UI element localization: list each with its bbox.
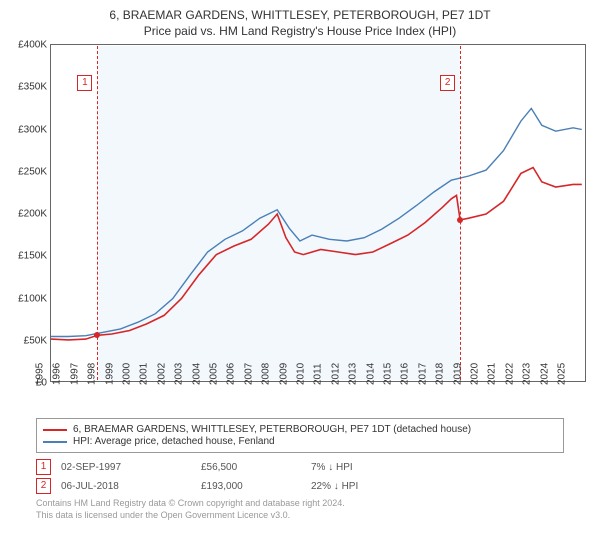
y-axis-tick-label: £150K: [3, 251, 47, 262]
x-axis-tick-label: 2001: [139, 363, 150, 385]
sale-row-marker: 1: [36, 459, 51, 475]
x-axis-tick-label: 2015: [383, 363, 394, 385]
x-axis-tick-label: 2009: [278, 363, 289, 385]
x-axis-tick-label: 2018: [435, 363, 446, 385]
x-axis-tick-label: 1995: [35, 363, 46, 385]
x-axis-tick-label: 2002: [156, 363, 167, 385]
chart-container: 6, BRAEMAR GARDENS, WHITTLESEY, PETERBOR…: [0, 0, 600, 560]
y-axis-tick-label: £300K: [3, 124, 47, 135]
x-axis-tick-label: 2016: [400, 363, 411, 385]
series-line-property: [51, 168, 582, 340]
x-axis-tick-label: 2005: [209, 363, 220, 385]
sale-row-price: £193,000: [201, 481, 301, 492]
sale-row: 2 06-JUL-2018 £193,000 22% ↓ HPI: [36, 478, 564, 494]
x-axis-tick-label: 2003: [174, 363, 185, 385]
sale-dot: [94, 332, 100, 338]
sale-row-price: £56,500: [201, 462, 301, 473]
sale-row-date: 06-JUL-2018: [61, 481, 191, 492]
x-axis-tick-label: 2020: [470, 363, 481, 385]
footer-attribution: Contains HM Land Registry data © Crown c…: [36, 498, 564, 521]
x-axis-tick-label: 2013: [348, 363, 359, 385]
x-axis-tick-label: 2014: [365, 363, 376, 385]
y-axis-tick-label: £250K: [3, 166, 47, 177]
x-axis-tick-label: 2019: [452, 363, 463, 385]
legend-row: HPI: Average price, detached house, Fenl…: [43, 436, 557, 447]
x-axis-tick-label: 2024: [539, 363, 550, 385]
plot-area: 12£0£50K£100K£150K£200K£250K£300K£350K£4…: [50, 44, 586, 382]
chart-area: 12£0£50K£100K£150K£200K£250K£300K£350K£4…: [50, 44, 586, 414]
sale-row-delta: 22% ↓ HPI: [311, 481, 358, 492]
sale-marker-label: 2: [440, 75, 455, 91]
y-axis-tick-label: £100K: [3, 293, 47, 304]
y-axis-tick-label: £400K: [3, 40, 47, 51]
sale-dot: [457, 217, 463, 223]
x-axis-tick-label: 2006: [226, 363, 237, 385]
chart-title-main: 6, BRAEMAR GARDENS, WHITTLESEY, PETERBOR…: [0, 0, 600, 22]
sale-marker-line: [97, 46, 98, 380]
legend-swatch: [43, 429, 67, 431]
x-axis-tick-label: 2004: [191, 363, 202, 385]
y-axis-tick-label: £200K: [3, 209, 47, 220]
line-svg: [51, 45, 587, 383]
legend-box: 6, BRAEMAR GARDENS, WHITTLESEY, PETERBOR…: [36, 418, 564, 453]
x-axis-tick-label: 2025: [557, 363, 568, 385]
x-axis-tick-label: 1998: [87, 363, 98, 385]
footer-line-1: Contains HM Land Registry data © Crown c…: [36, 498, 564, 510]
x-axis-tick-label: 2023: [522, 363, 533, 385]
x-axis-tick-label: 1997: [69, 363, 80, 385]
x-axis-tick-label: 2011: [313, 363, 324, 385]
footer-line-2: This data is licensed under the Open Gov…: [36, 510, 564, 522]
x-axis-tick-label: 2022: [504, 363, 515, 385]
sale-marker-line: [460, 46, 461, 380]
x-axis-tick-label: 2010: [296, 363, 307, 385]
x-axis-tick-label: 2000: [122, 363, 133, 385]
sale-row: 1 02-SEP-1997 £56,500 7% ↓ HPI: [36, 459, 564, 475]
x-axis-tick-label: 2021: [487, 363, 498, 385]
x-axis-tick-label: 2008: [261, 363, 272, 385]
sales-table: 1 02-SEP-1997 £56,500 7% ↓ HPI 2 06-JUL-2018 £…: [36, 459, 564, 494]
x-axis-tick-label: 1996: [52, 363, 63, 385]
x-axis-tick-label: 2012: [330, 363, 341, 385]
sale-marker-label: 1: [77, 75, 92, 91]
series-line-hpi: [51, 108, 582, 336]
legend-row: 6, BRAEMAR GARDENS, WHITTLESEY, PETERBOR…: [43, 424, 557, 435]
sale-row-marker: 2: [36, 478, 51, 494]
sale-row-date: 02-SEP-1997: [61, 462, 191, 473]
legend-label: 6, BRAEMAR GARDENS, WHITTLESEY, PETERBOR…: [73, 424, 471, 435]
legend-label: HPI: Average price, detached house, Fenl…: [73, 436, 275, 447]
y-axis-tick-label: £50K: [3, 335, 47, 346]
sale-row-delta: 7% ↓ HPI: [311, 462, 353, 473]
y-axis-tick-label: £350K: [3, 82, 47, 93]
x-axis-tick-label: 2017: [417, 363, 428, 385]
x-axis-tick-label: 1999: [104, 363, 115, 385]
chart-title-sub: Price paid vs. HM Land Registry's House …: [0, 22, 600, 44]
legend-swatch: [43, 441, 67, 443]
x-axis-tick-label: 2007: [243, 363, 254, 385]
